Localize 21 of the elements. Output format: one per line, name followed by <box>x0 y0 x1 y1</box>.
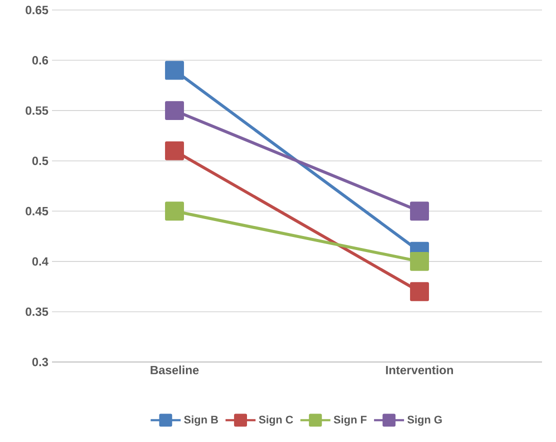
point <box>410 252 429 271</box>
point <box>165 60 184 80</box>
y-tick-label: 0.5 <box>32 156 48 166</box>
legend-label: Sign F <box>334 415 367 426</box>
y-tick-label: 0.4 <box>32 257 48 266</box>
point <box>165 202 184 221</box>
y-tick-label: 0.35 <box>26 307 48 316</box>
point <box>165 141 184 160</box>
y-tick-label: 0.45 <box>26 206 48 216</box>
legend-label: Sign C <box>258 415 294 426</box>
legend-label: Sign B <box>184 415 218 426</box>
x-tick-label: Intervention <box>386 366 453 374</box>
point <box>410 202 429 221</box>
y-tick-label: 0.65 <box>26 6 48 14</box>
point <box>165 101 184 120</box>
x-tick-label: Baseline <box>150 366 199 374</box>
point <box>410 282 429 302</box>
y-tick-label: 0.55 <box>26 106 48 115</box>
y-tick-label: 0.3 <box>32 358 48 366</box>
legend-label: Sign G <box>407 415 442 426</box>
y-tick-label: 0.6 <box>32 56 48 65</box>
